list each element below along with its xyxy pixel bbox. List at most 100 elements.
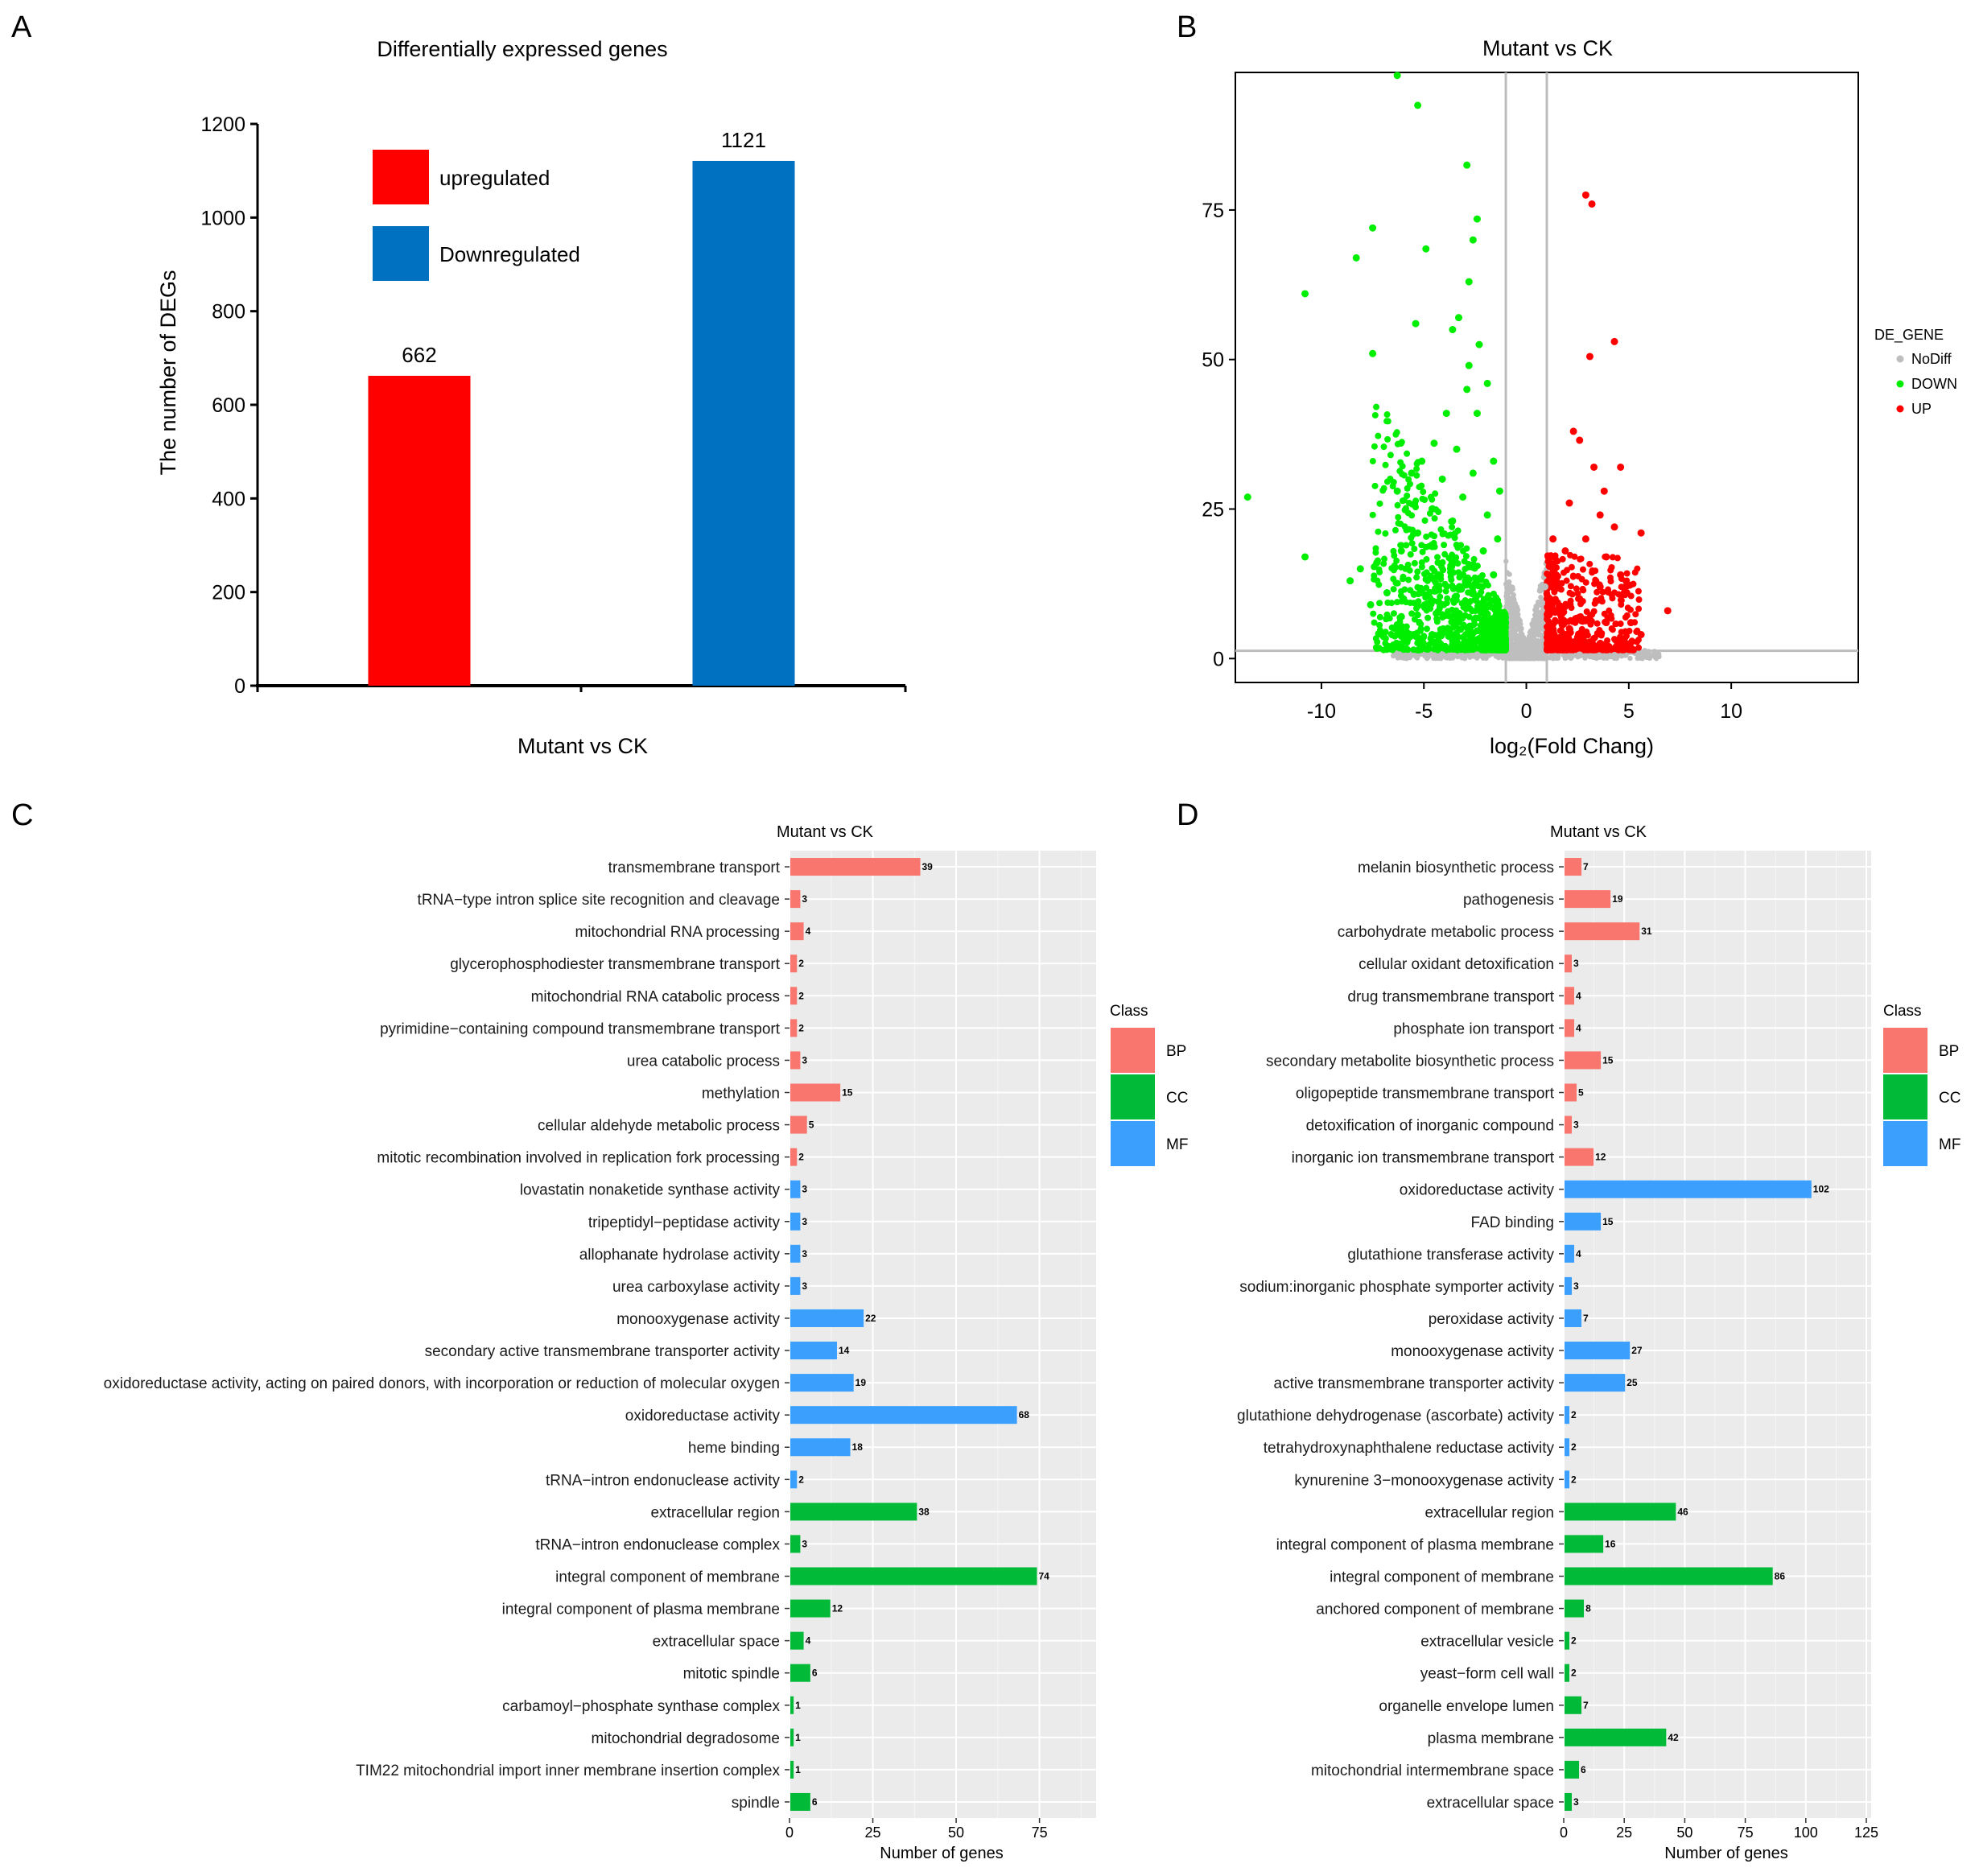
panel-label-d: D <box>1177 798 1198 832</box>
chart-b-point-down <box>1422 245 1430 253</box>
chart-b-point-up <box>1632 611 1639 618</box>
chart-b-point-down <box>1389 646 1396 654</box>
chart-c-bar <box>790 987 798 1005</box>
chart-c-title: Mutant vs CK <box>777 823 874 841</box>
chart-c-category-label: TIM22 mitochondrial import inner membran… <box>356 1763 780 1779</box>
chart-b-point-nodiff <box>1515 633 1521 639</box>
chart-a-y-tick-label: 1000 <box>200 207 245 229</box>
chart-c-category-label: tripeptidyl−peptidase activity <box>588 1214 781 1231</box>
chart-a-title: Differentially expressed genes <box>377 37 667 61</box>
chart-b-point-down <box>1369 511 1376 518</box>
chart-d-bar-value-label: 3 <box>1573 958 1579 969</box>
chart-b-point-down <box>1371 482 1379 489</box>
chart-b-point-nodiff <box>1438 651 1446 659</box>
chart-b-point-down <box>1465 589 1472 596</box>
chart-b-point-nodiff <box>1504 570 1510 575</box>
chart-c-category-label: methylation <box>702 1086 780 1103</box>
chart-d-bar <box>1565 1599 1585 1618</box>
chart-b-point-down <box>1404 492 1411 499</box>
chart-c-bar <box>790 1212 801 1231</box>
chart-b-point-nodiff <box>1517 654 1523 661</box>
chart-b-point-down <box>1370 610 1377 617</box>
chart-b-point-up <box>1664 607 1672 615</box>
chart-b-point-up <box>1569 591 1576 598</box>
chart-d-category-label: active transmembrane transporter activit… <box>1274 1375 1555 1392</box>
chart-b-point-down <box>1398 627 1405 634</box>
chart-a-plot-area: 0 200 400 600 800 1000 1200 662 1121 <box>200 113 907 698</box>
chart-b-point-up <box>1596 640 1603 647</box>
chart-b-point-nodiff <box>1538 603 1544 608</box>
chart-b-point-down <box>1384 599 1391 606</box>
chart-b-point-down <box>1421 497 1429 504</box>
chart-b-point-down <box>1490 457 1498 465</box>
chart-b-legend-key <box>1896 405 1904 413</box>
chart-b-y-tick-label: 25 <box>1202 498 1224 521</box>
chart-b-point-down <box>1407 587 1414 594</box>
chart-d-title: Mutant vs CK <box>1550 823 1647 841</box>
chart-b-point-down <box>1369 458 1376 465</box>
chart-b-point-down <box>1410 591 1417 598</box>
chart-b-point-nodiff <box>1536 588 1543 594</box>
chart-c-bar-value-label: 2 <box>798 1152 804 1163</box>
chart-b-point-up <box>1588 200 1596 208</box>
chart-b-point-down <box>1408 501 1416 508</box>
chart-b-point-up <box>1617 463 1625 471</box>
chart-b-point-down <box>1369 349 1377 357</box>
chart-b-point-down <box>1428 505 1436 513</box>
chart-b-point-down <box>1383 589 1391 597</box>
chart-b-point-down <box>1396 468 1404 475</box>
chart-c-category-label: tRNA−intron endonuclease complex <box>535 1536 780 1553</box>
chart-b-point-up <box>1606 607 1613 614</box>
chart-b-point-down <box>1393 487 1401 495</box>
chart-b-point-nodiff <box>1507 651 1514 658</box>
chart-b-point-up <box>1559 555 1566 563</box>
chart-b-point-down <box>1463 545 1470 552</box>
chart-c-panel-background <box>790 851 1096 1818</box>
chart-b-point-down <box>1473 410 1481 418</box>
chart-c-bar <box>790 1309 864 1327</box>
chart-b-point-down <box>1449 582 1456 589</box>
chart-b-point-up <box>1567 616 1574 624</box>
chart-b-point-down <box>1477 583 1484 590</box>
chart-b-point-down <box>1397 542 1404 549</box>
chart-b-point-down <box>1375 528 1382 535</box>
chart-c-bar-value-label: 6 <box>812 1668 818 1679</box>
chart-b-point-up <box>1591 644 1598 651</box>
chart-a-ylabel: The number of DEGs <box>156 270 180 475</box>
chart-b-point-down <box>1465 560 1472 567</box>
chart-c-bar-value-label: 3 <box>802 1248 807 1260</box>
chart-d-bar <box>1565 1309 1582 1327</box>
chart-b-point-up <box>1544 570 1551 577</box>
chart-d-category-label: secondary metabolite biosynthetic proces… <box>1266 1053 1554 1070</box>
chart-b-point-nodiff <box>1504 595 1512 603</box>
chart-b-point-down <box>1466 613 1473 621</box>
chart-b-point-down <box>1404 646 1411 654</box>
chart-b-point-down <box>1473 215 1481 223</box>
chart-b-point-down <box>1483 379 1491 387</box>
chart-b-point-down <box>1455 314 1463 322</box>
chart-d-bar-value-label: 8 <box>1585 1603 1591 1614</box>
chart-c-xlabel: Number of genes <box>880 1845 1003 1862</box>
chart-d-bar-value-label: 7 <box>1583 1313 1589 1324</box>
chart-a-bar-value-label: 1121 <box>721 128 766 152</box>
chart-b-point-up <box>1590 463 1598 471</box>
chart-c-bar-value-label: 15 <box>842 1087 853 1099</box>
chart-c-category-label: heme binding <box>688 1440 780 1457</box>
chart-d-bar-value-label: 15 <box>1602 1216 1614 1227</box>
chart-b-point-down <box>1376 568 1383 575</box>
chart-b-point-down <box>1346 577 1354 585</box>
chart-c-bar-value-label: 6 <box>812 1796 818 1808</box>
chart-b-point-up <box>1590 635 1598 642</box>
chart-b-point-down <box>1397 520 1404 527</box>
chart-b-point-down <box>1394 440 1401 447</box>
chart-c-category-label: urea carboxylase activity <box>612 1279 781 1296</box>
chart-d-x-tick-label: 125 <box>1854 1824 1878 1841</box>
chart-b-legend: DE_GENE NoDiff DOWN UP <box>1874 327 1957 417</box>
chart-b-point-down <box>1414 640 1421 647</box>
chart-b-point-up <box>1599 588 1606 596</box>
chart-b-point-down <box>1400 575 1407 583</box>
chart-c-category-label: integral component of plasma membrane <box>502 1602 780 1618</box>
chart-b-point-up <box>1558 628 1565 635</box>
chart-d-bar <box>1565 1470 1570 1489</box>
